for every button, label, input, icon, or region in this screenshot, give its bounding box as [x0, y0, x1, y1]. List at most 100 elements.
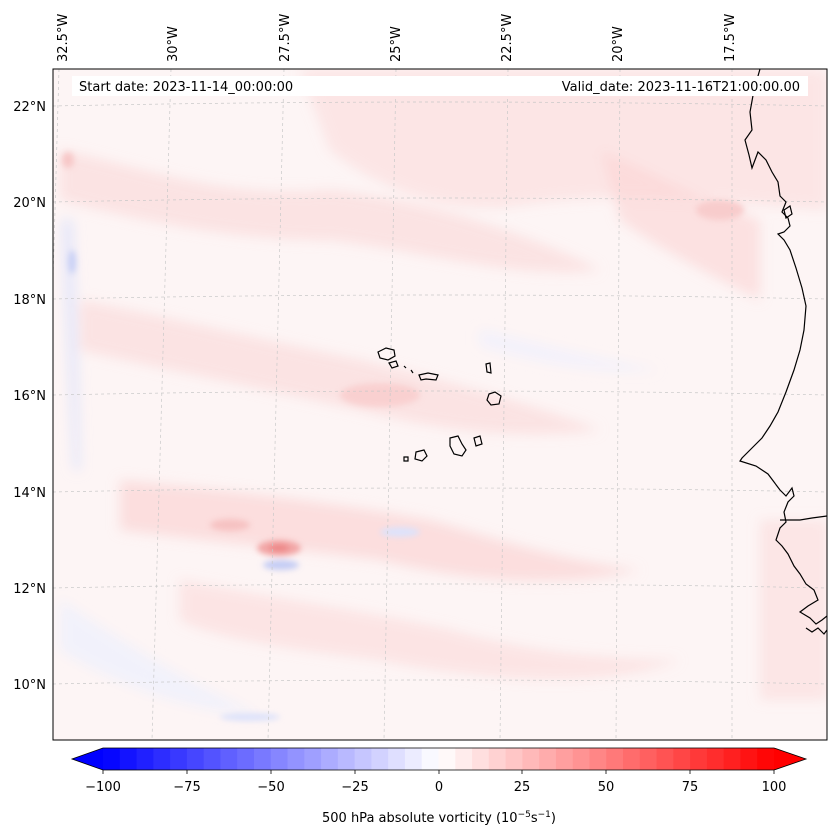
colorbar-segment: [455, 748, 473, 770]
graticule: [53, 69, 827, 740]
vorticity-band: [60, 150, 600, 273]
colorbar-segment: [555, 748, 574, 770]
vorticity-band: [300, 70, 827, 210]
colorbar-segment: [690, 748, 708, 770]
island: [485, 362, 492, 374]
info-banner: [72, 76, 808, 96]
colorbar-tick-label: 25: [514, 780, 531, 795]
island: [473, 435, 483, 447]
vorticity-negative-band: [60, 600, 260, 715]
colorbar-segment: [337, 748, 356, 770]
colorbar-segment: [287, 748, 305, 770]
colorbar-segment: [606, 748, 624, 770]
colorbar-tick-label: −100: [85, 780, 121, 795]
coastline: [783, 205, 793, 219]
colorbar-segment: [438, 748, 456, 770]
colorbar-tick-label: −25: [341, 780, 368, 795]
longitude-label: 22.5°W: [500, 14, 515, 62]
latitude-label: 20°N: [13, 196, 46, 211]
colorbar-tick-label: 0: [435, 780, 443, 795]
vorticity-max: [210, 519, 250, 531]
latitude-label: 16°N: [13, 389, 46, 404]
colorbar-segment: [472, 748, 490, 770]
colorbar-segment: [304, 748, 322, 770]
colorbar-tick-labels: −100 −75 −50 −25 0 25 50 75 100: [85, 780, 786, 795]
colorbar-segment: [321, 748, 339, 770]
colorbar-segment: [153, 748, 171, 770]
vorticity-negative-band: [62, 220, 80, 470]
vorticity-max: [62, 152, 74, 168]
colorbar-segment: [723, 748, 742, 770]
longitude-label: 30°W: [166, 26, 181, 62]
latitude-label: 18°N: [13, 293, 46, 308]
colorbar-segment: [270, 748, 289, 770]
vorticity-max: [696, 200, 744, 220]
colorbar-segment: [253, 748, 272, 770]
longitude-label: 27.5°W: [278, 14, 293, 62]
vorticity-min: [380, 527, 420, 537]
colorbar-tick-label: 100: [762, 780, 787, 795]
island: [403, 365, 407, 369]
vorticity-band: [760, 520, 827, 700]
coastline: [739, 69, 827, 625]
colorbar-segment: [388, 748, 406, 770]
island: [388, 360, 399, 369]
vorticity-min: [220, 713, 280, 721]
cape-verde-islands: [377, 347, 502, 462]
latitude-line: [53, 197, 827, 203]
colorbar-segment: [740, 748, 758, 770]
colorbar-tick-label: 75: [682, 780, 699, 795]
latitude-label: 22°N: [13, 100, 46, 115]
colorbar-tick-label: −75: [173, 780, 200, 795]
vorticity-min: [68, 250, 76, 274]
longitude-label: 20°W: [611, 26, 626, 62]
colorbar-segment: [589, 748, 607, 770]
vorticity-band: [120, 480, 640, 581]
vorticity-min: [263, 560, 299, 570]
colorbar-tick-label: −50: [257, 780, 284, 795]
coastline-africa: [739, 69, 827, 635]
longitude-label: 25°W: [389, 26, 404, 62]
latitude-line: [53, 101, 827, 107]
colorbar-segment: [170, 748, 188, 770]
colorbar-segment: [572, 748, 591, 770]
island: [449, 435, 467, 457]
colorbar-tick-label: 50: [598, 780, 615, 795]
longitude-line: [151, 69, 172, 740]
colorbar-segment: [404, 748, 423, 770]
longitude-line: [499, 69, 509, 740]
longitude-line: [267, 69, 285, 740]
colorbar: −100 −75 −50 −25 0 25 50 75 100 500 hPa …: [70, 747, 808, 826]
latitude-labels: 22°N 20°N 18°N 16°N 14°N 12°N 10°N: [13, 100, 46, 693]
colorbar-segment: [237, 748, 255, 770]
latitude-line: [53, 679, 827, 685]
colorbar-segment: [119, 748, 138, 770]
island: [403, 456, 409, 462]
map-frame: [52, 68, 828, 741]
latitude-label: 12°N: [13, 582, 46, 597]
colorbar-segment: [623, 748, 641, 770]
colorbar-segment: [505, 748, 523, 770]
longitude-label: 32.5°W: [56, 14, 71, 62]
colorbar-segment: [757, 748, 775, 770]
vorticity-max: [340, 383, 420, 407]
colorbar-extend-min: [72, 748, 103, 770]
island: [414, 449, 428, 462]
colorbar-title: 500 hPa absolute vorticity (10−5s−1): [322, 810, 556, 826]
colorbar-segment: [354, 748, 373, 770]
colorbar-segment: [186, 748, 205, 770]
colorbar-segment: [103, 748, 121, 770]
colorbar-segment: [220, 748, 238, 770]
colorbar-segment: [639, 748, 658, 770]
latitude-label: 14°N: [13, 486, 46, 501]
colorbar-segments: [103, 748, 775, 770]
colorbar-segment: [488, 748, 507, 770]
island: [418, 372, 439, 381]
vorticity-max: [269, 544, 289, 552]
longitude-label: 17.5°W: [723, 14, 738, 62]
coastline: [780, 515, 827, 521]
vorticity-band: [180, 580, 680, 679]
colorbar-segment: [656, 748, 674, 770]
island: [410, 369, 414, 374]
